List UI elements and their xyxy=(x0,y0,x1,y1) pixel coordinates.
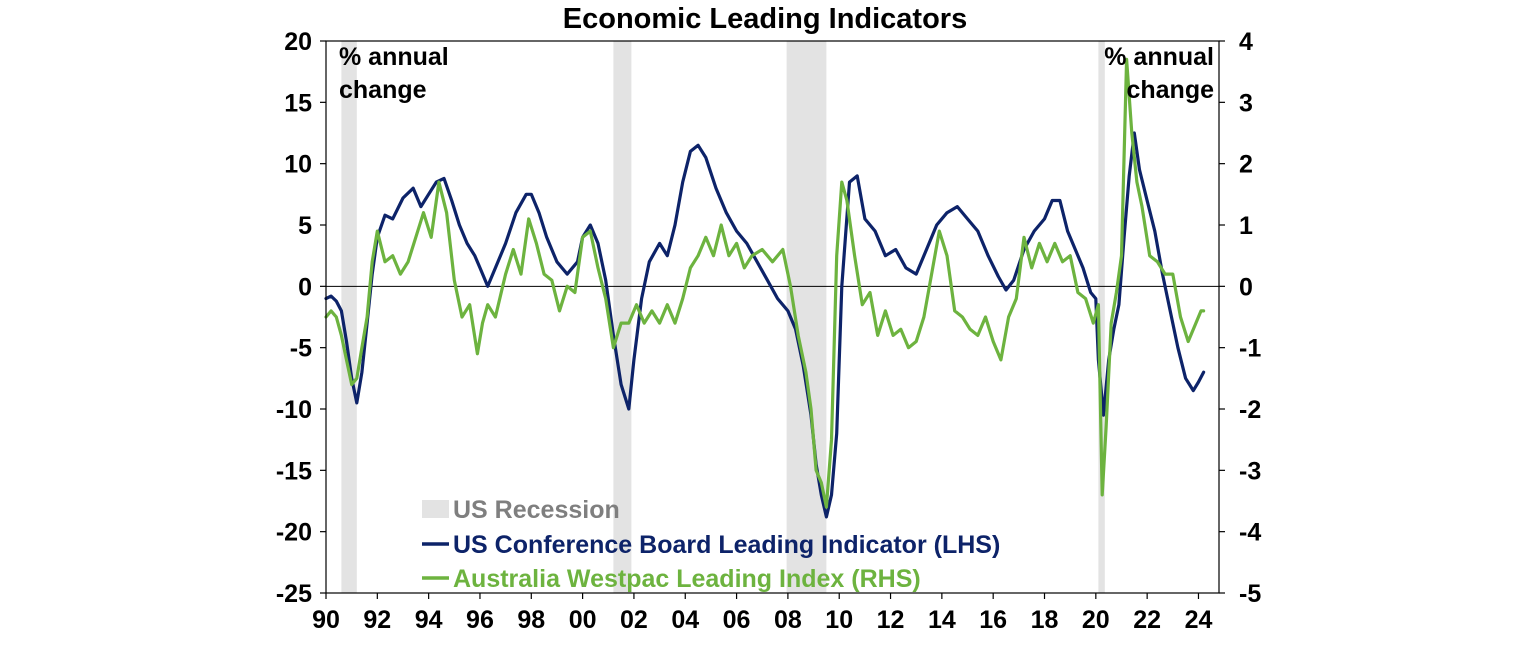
right-tick-label: 3 xyxy=(1239,89,1253,117)
right-unit-label-line1: % annual xyxy=(1104,43,1214,71)
x-tick-label: 04 xyxy=(671,606,699,634)
us-leading-indicator-line xyxy=(324,131,1206,519)
x-tick-label: 94 xyxy=(415,606,443,634)
x-tick-label: 12 xyxy=(877,606,905,634)
plot-frame xyxy=(325,40,1220,594)
right-tick-label: -1 xyxy=(1239,335,1261,363)
right-tick-label: 2 xyxy=(1239,151,1253,179)
right-tick-label: -4 xyxy=(1239,519,1261,547)
right-tick-label: 4 xyxy=(1239,28,1253,56)
right-tick-label: -5 xyxy=(1239,580,1261,608)
recession-band-1 xyxy=(613,41,632,593)
legend-recession-swatch xyxy=(422,500,449,518)
left-unit-label-line1: % annual xyxy=(339,43,449,71)
legend-recession-label: US Recession xyxy=(453,496,620,524)
x-tick-label: 18 xyxy=(1031,606,1059,634)
x-tick-label: 00 xyxy=(569,606,597,634)
left-tick-label: 20 xyxy=(284,28,312,56)
right-tick-label: 1 xyxy=(1239,212,1253,240)
x-tick-label: 22 xyxy=(1133,606,1161,634)
legend: US Recession US Conference Board Leading… xyxy=(422,496,1000,593)
left-tick-label: 10 xyxy=(284,151,312,179)
left-tick-label: -15 xyxy=(276,457,312,485)
australia-leading-index-line xyxy=(324,57,1206,509)
legend-us-label: US Conference Board Leading Indicator (L… xyxy=(453,531,1000,559)
x-tick-label: 14 xyxy=(928,606,956,634)
x-tick-label: 98 xyxy=(517,606,545,634)
right-unit-label-line2: change xyxy=(1126,76,1214,104)
left-tick-label: 5 xyxy=(298,212,312,240)
right-tick-label: -3 xyxy=(1239,457,1261,485)
left-tick-label: 15 xyxy=(284,89,312,117)
recession-band-0 xyxy=(341,41,357,593)
x-tick-label: 10 xyxy=(825,606,853,634)
left-tick-label: -25 xyxy=(276,580,312,608)
left-tick-label: 0 xyxy=(298,273,312,301)
right-tick-label: 0 xyxy=(1239,273,1253,301)
x-tick-label: 16 xyxy=(979,606,1007,634)
left-tick-label: -20 xyxy=(276,519,312,547)
x-tick-label: 92 xyxy=(363,606,391,634)
x-tick-label: 08 xyxy=(774,606,802,634)
x-tick-label: 20 xyxy=(1082,606,1110,634)
chart-title: Economic Leading Indicators xyxy=(563,3,967,35)
x-tick-label: 02 xyxy=(620,606,648,634)
left-tick-label: -5 xyxy=(290,335,312,363)
right-tick-label: -2 xyxy=(1239,396,1261,424)
left-unit-label-line2: change xyxy=(339,76,427,104)
x-tick-label: 24 xyxy=(1185,606,1213,634)
recession-band-3 xyxy=(1098,41,1105,593)
x-tick-label: 90 xyxy=(312,606,340,634)
x-tick-label: 06 xyxy=(723,606,751,634)
left-tick-label: -10 xyxy=(276,396,312,424)
legend-aus-label: Australia Westpac Leading Index (RHS) xyxy=(453,565,921,593)
x-tick-label: 96 xyxy=(466,606,494,634)
recession-band-2 xyxy=(786,41,827,593)
